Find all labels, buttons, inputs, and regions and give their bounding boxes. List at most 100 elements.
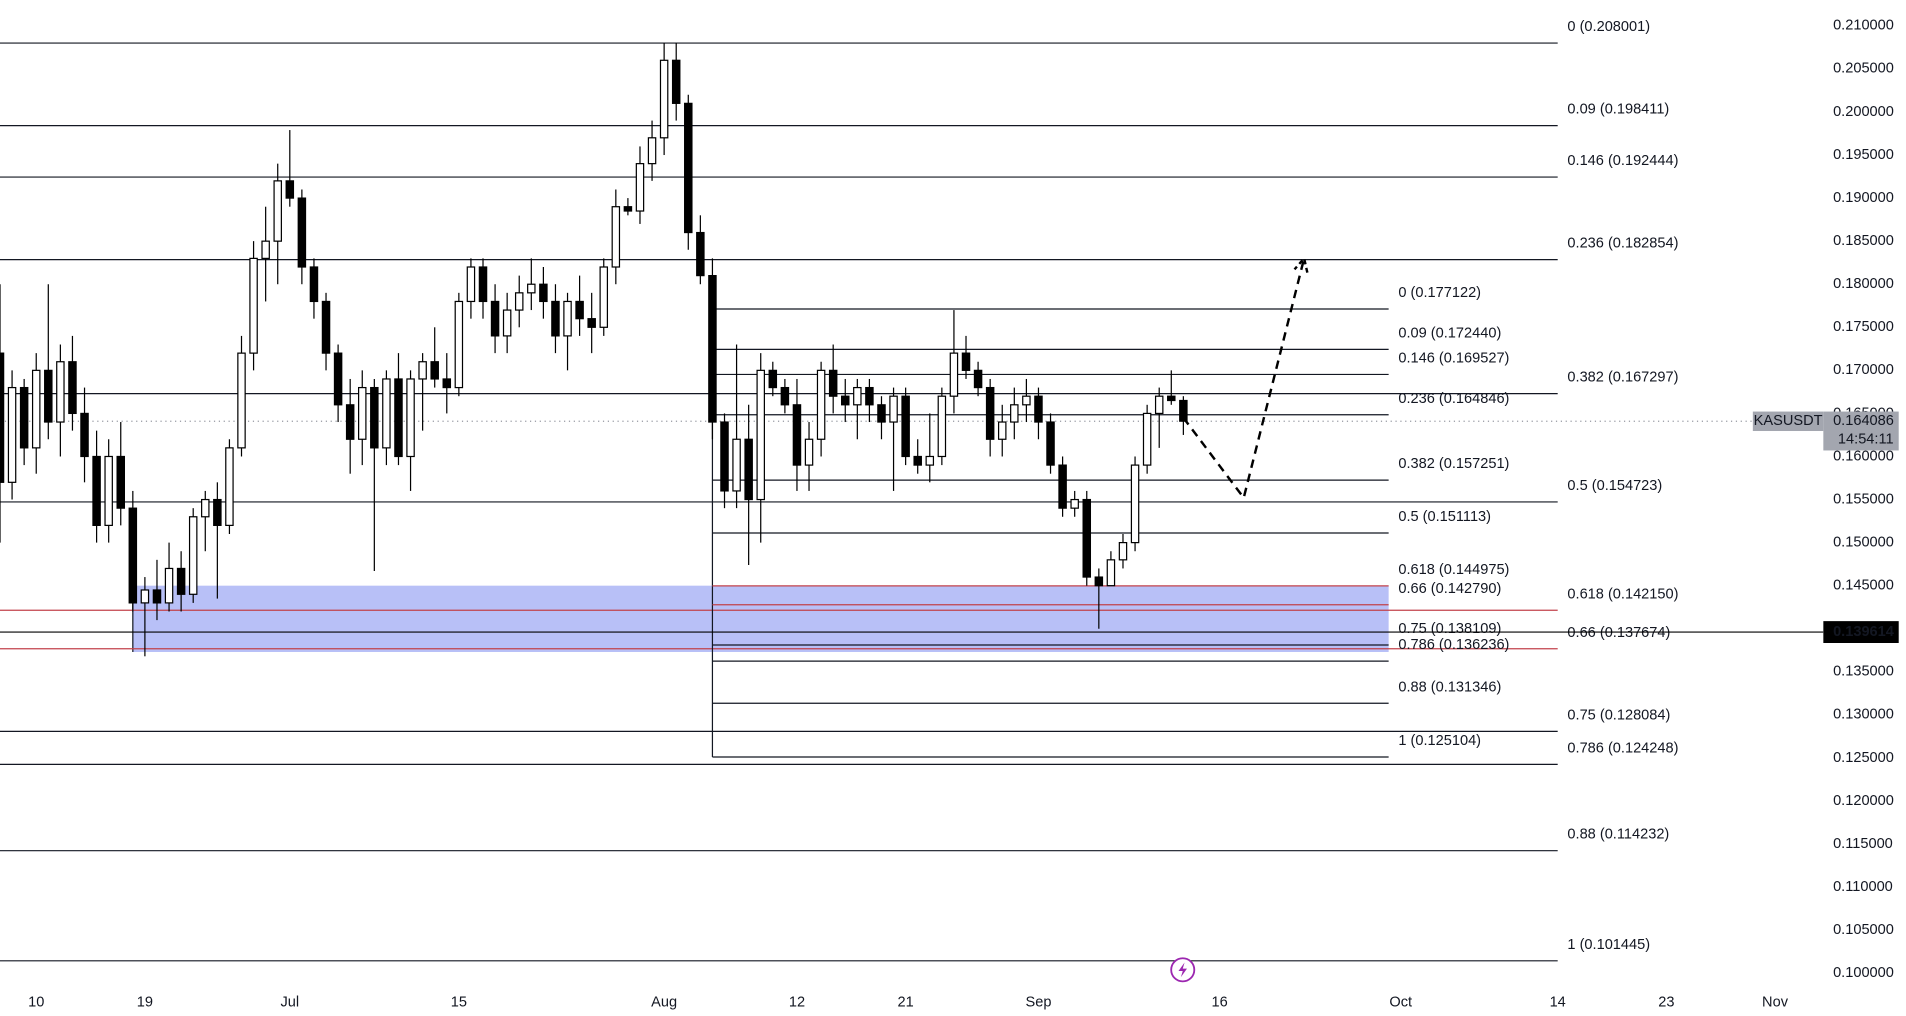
candle-body [345, 404, 355, 440]
candle-body [563, 300, 572, 337]
fib-label: 1 (0.125104) [1398, 733, 1481, 749]
candle-body [792, 404, 802, 466]
candle-body [901, 395, 910, 458]
y-tick-label: 0.110000 [1833, 879, 1893, 895]
candle-body [333, 352, 343, 406]
candle-body [68, 361, 77, 415]
fib-label: 0 (0.177122) [1398, 285, 1481, 301]
alert-bolt[interactable] [1178, 962, 1187, 978]
x-tick-label: 19 [137, 994, 153, 1010]
candle-body [671, 59, 681, 104]
candle-body [297, 197, 307, 268]
x-tick-label: Sep [1025, 994, 1051, 1010]
candle-body [1070, 498, 1079, 509]
candle-body [418, 361, 427, 380]
fib-label: 0.618 (0.144975) [1398, 562, 1509, 578]
fib-label: 0.382 (0.157251) [1398, 456, 1509, 472]
candle-body [454, 300, 464, 389]
fib-label: 0.5 (0.154723) [1567, 478, 1662, 494]
candle-body [56, 361, 65, 423]
candle-body [309, 266, 319, 303]
y-tick-label: 0.130000 [1833, 707, 1894, 723]
x-tick-label: 12 [789, 994, 805, 1010]
x-tick-label: 16 [1211, 994, 1227, 1010]
candle-body [985, 386, 995, 440]
candle-body [1118, 542, 1128, 561]
candle-body [237, 352, 246, 449]
y-tick-label: 0.155000 [1833, 491, 1894, 507]
candle-body [249, 257, 258, 354]
fib-label: 0.5 (0.151113) [1398, 509, 1491, 525]
fib-label: 0.786 (0.136236) [1398, 637, 1509, 653]
fib-label: 0.66 (0.142790) [1398, 581, 1501, 597]
candle-body [116, 455, 126, 509]
y-tick-label: 0.145000 [1833, 578, 1894, 594]
candle-body [708, 275, 717, 423]
fib-label: 0.786 (0.124248) [1567, 740, 1678, 756]
last-price-label: 0.164086 [1833, 413, 1894, 429]
candle-body [261, 240, 270, 259]
candle-body [949, 352, 959, 397]
candle-body [1167, 395, 1176, 402]
x-tick-label: 21 [898, 994, 914, 1010]
candle-body [0, 352, 5, 483]
candle-body [104, 455, 113, 526]
candle-body [1022, 395, 1031, 406]
crosshair-tag [1823, 621, 1899, 644]
candle-body [370, 386, 379, 449]
candle-body [599, 266, 609, 328]
x-tick-label: 10 [28, 994, 44, 1010]
candle-body [213, 498, 222, 526]
candle-body [611, 206, 621, 268]
candle-body [92, 455, 101, 526]
candle-body [816, 369, 826, 440]
candle-body [225, 447, 234, 526]
candle-body [80, 412, 89, 458]
candle-body [1179, 399, 1188, 422]
y-tick-label: 0.185000 [1833, 233, 1894, 249]
x-tick-label: 15 [451, 994, 467, 1010]
candle-body [659, 59, 669, 139]
alert-icon[interactable] [1170, 957, 1196, 983]
candle-body [442, 378, 452, 389]
candle-body [961, 352, 971, 371]
candle-body [539, 283, 548, 303]
candle-body [1058, 464, 1067, 509]
y-tick-label: 0.135000 [1833, 664, 1894, 680]
candle-body [732, 438, 741, 492]
y-tick-label: 0.175000 [1833, 319, 1894, 335]
candle-body [865, 386, 874, 406]
fib-label: 0.66 (0.137674) [1567, 625, 1670, 641]
countdown-label: 14:54:11 [1838, 431, 1894, 447]
x-tick-label: 23 [1658, 994, 1674, 1010]
candle-body [1082, 498, 1092, 578]
projection-arrowhead [1293, 255, 1309, 273]
x-tick-label: Oct [1389, 994, 1412, 1010]
candle-body [357, 386, 367, 440]
fib-label: 0.75 (0.138109) [1398, 621, 1501, 637]
candle-body [853, 386, 862, 406]
candle-body [768, 369, 778, 389]
candle-body [756, 369, 765, 501]
fib-label: 0 (0.208001) [1567, 19, 1650, 35]
fib-label: 0.382 (0.167297) [1567, 370, 1678, 386]
candle-body [1046, 421, 1055, 466]
candle-body [188, 516, 198, 595]
candle-body [164, 567, 174, 604]
symbol-label: KASUSDT [1754, 413, 1823, 429]
candle-body [575, 300, 584, 320]
y-tick-label: 0.100000 [1833, 965, 1894, 981]
y-tick-label: 0.200000 [1833, 104, 1894, 120]
y-tick-label: 0.120000 [1833, 793, 1894, 809]
y-tick-label: 0.170000 [1833, 362, 1894, 378]
candle-body [684, 102, 693, 234]
candle-body [514, 292, 524, 311]
candle-body [997, 421, 1007, 440]
candle-body [176, 567, 186, 595]
candle-body [551, 300, 560, 337]
fib-label: 1 (0.101445) [1567, 937, 1650, 953]
candle-body [406, 378, 415, 458]
